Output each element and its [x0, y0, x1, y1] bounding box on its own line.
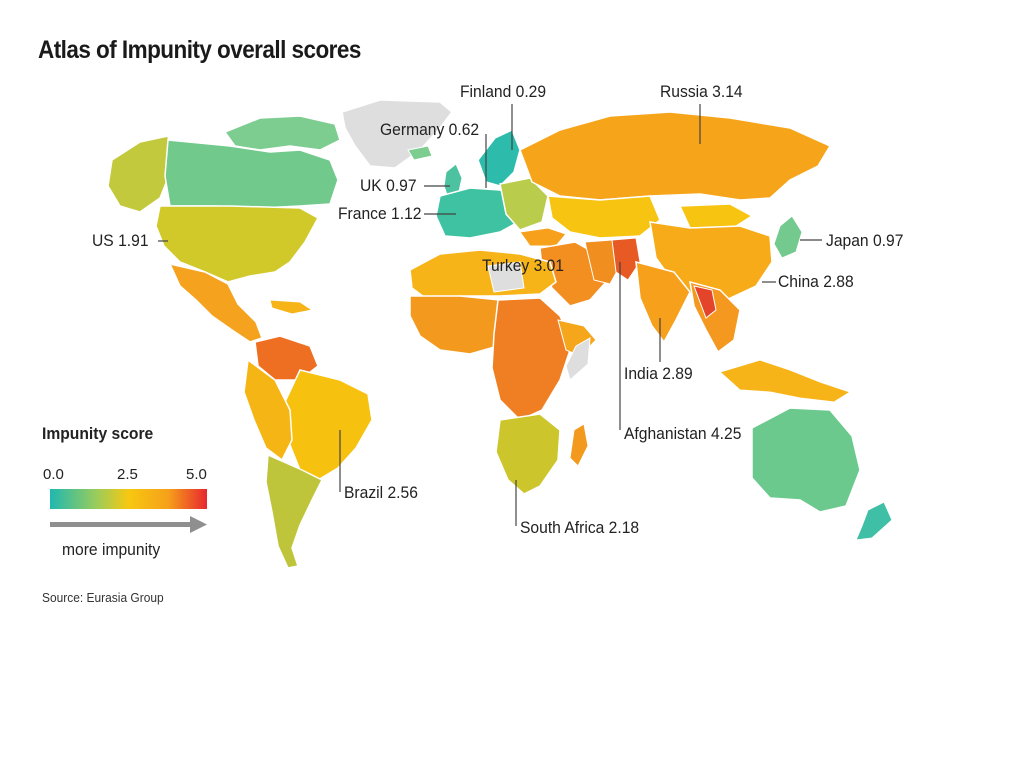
turkey-region — [519, 227, 567, 247]
madagascar-region — [569, 423, 589, 467]
label-china: China 2.88 — [778, 272, 854, 291]
southern-cone-region — [265, 453, 324, 569]
caribbean-region — [269, 299, 314, 315]
scandinavia-region — [477, 128, 521, 187]
map-title: Atlas of Impunity overall scores — [38, 36, 361, 64]
label-france: France 1.12 — [338, 204, 422, 223]
label-india: India 2.89 — [624, 364, 693, 383]
india-region — [635, 260, 691, 344]
iran-region — [584, 239, 623, 285]
legend-direction-label: more impunity — [62, 540, 161, 559]
more-impunity-arrow — [50, 516, 207, 533]
western-south-america-region — [243, 358, 293, 462]
somalia-region — [565, 337, 591, 381]
legend-tick-max: 5.0 — [186, 466, 207, 483]
central-africa-region — [491, 297, 573, 421]
southern-africa-region — [495, 413, 561, 495]
alaska-region — [107, 135, 173, 213]
leader-lines — [158, 104, 822, 526]
label-turkey: Turkey 3.01 — [482, 256, 565, 275]
iceland-region — [407, 145, 433, 161]
label-afghanistan: Afghanistan 4.25 — [624, 424, 742, 443]
us-region — [155, 205, 320, 283]
russia-region — [519, 111, 832, 201]
label-finland: Finland 0.29 — [460, 82, 547, 101]
legend-tick-min: 0.0 — [43, 466, 64, 483]
western-europe-region — [435, 187, 523, 239]
brazil-region — [283, 369, 373, 481]
label-us: US 1.91 — [92, 231, 149, 250]
label-japan: Japan 0.97 — [826, 231, 904, 250]
mexico-region — [168, 262, 263, 343]
west-africa-region — [409, 295, 513, 355]
afghanistan-region — [611, 237, 641, 281]
libya-region — [487, 261, 525, 293]
legend-tick-mid: 2.5 — [117, 466, 138, 483]
label-brazil: Brazil 2.56 — [344, 483, 418, 502]
myanmar-region — [693, 285, 717, 319]
source-note: Source: Eurasia Group — [42, 590, 164, 605]
central-asia-region — [547, 195, 661, 239]
australia-region — [751, 407, 861, 513]
label-germany: Germany 0.62 — [380, 120, 480, 139]
japan-region — [773, 215, 803, 259]
legend-title: Impunity score — [42, 424, 154, 443]
mongolia-region — [678, 203, 754, 231]
label-south-africa: South Africa 2.18 — [520, 518, 640, 537]
label-uk: UK 0.97 — [360, 176, 417, 195]
canada-region — [164, 139, 339, 209]
new-zealand-region — [855, 501, 893, 541]
legend-gradient-bar — [50, 489, 207, 509]
label-russia: Russia 3.14 — [660, 82, 743, 101]
indonesia-region — [719, 359, 852, 403]
arctic-canada-region — [223, 115, 341, 151]
